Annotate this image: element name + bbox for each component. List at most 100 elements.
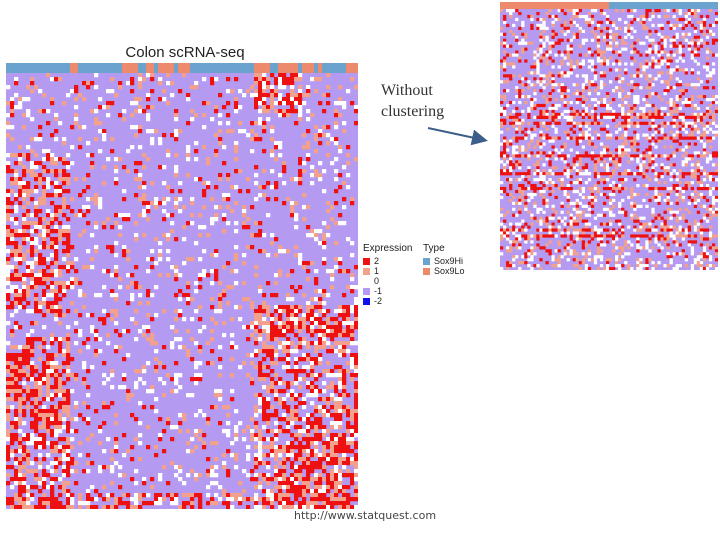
heatmap-cell [298, 501, 303, 506]
heatmap-cell [633, 130, 637, 134]
heatmap-cell [230, 497, 235, 502]
heatmap-cell [657, 136, 661, 140]
heatmap-cell [254, 473, 259, 478]
heatmap-cell [18, 469, 23, 474]
heatmap-cell [354, 341, 358, 346]
heatmap-cell [545, 154, 549, 158]
type-bar-cell [230, 63, 235, 73]
heatmap-cell [294, 469, 299, 474]
heatmap-cell [290, 81, 295, 86]
heatmap-cell [318, 301, 323, 306]
heatmap-cell [654, 172, 658, 176]
heatmap-cell [18, 357, 23, 362]
heatmap-cell [54, 225, 59, 230]
heatmap-cell [198, 305, 203, 310]
heatmap-cell [609, 133, 613, 137]
heatmap-cell [18, 489, 23, 494]
heatmap-cell [242, 361, 247, 366]
heatmap-cell [354, 485, 358, 490]
heatmap-cell [34, 137, 39, 142]
heatmap-cell [134, 321, 139, 326]
heatmap-cell [350, 461, 355, 466]
heatmap-cell [58, 485, 63, 490]
heatmap-cell [94, 225, 99, 230]
heatmap-cell [62, 505, 67, 509]
heatmap-cell [672, 103, 676, 108]
heatmap-cell [178, 89, 183, 94]
heatmap-cell [234, 221, 239, 226]
heatmap-cell [587, 23, 592, 28]
heatmap-cell [274, 361, 279, 366]
heatmap-cell [126, 397, 131, 402]
heatmap-cell [572, 163, 576, 167]
heatmap-cell [575, 97, 579, 102]
heatmap-cell [708, 109, 713, 114]
heatmap-cell [654, 127, 658, 131]
heatmap-cell [74, 277, 79, 282]
heatmap-cell [627, 124, 631, 128]
heatmap-cell [342, 329, 347, 334]
heatmap-cell [326, 369, 331, 374]
heatmap-cell [557, 74, 561, 78]
heatmap-cell [66, 285, 71, 290]
heatmap-cell [218, 121, 223, 126]
heatmap-cell [714, 17, 718, 22]
heatmap-cell [624, 130, 628, 134]
heatmap-cell [14, 245, 19, 250]
heatmap-cell [6, 133, 11, 138]
heatmap-cell [536, 166, 540, 170]
heatmap-cell [18, 293, 23, 298]
heatmap-cell [666, 136, 670, 140]
heatmap-cell [615, 130, 619, 134]
heatmap-cell [242, 497, 247, 502]
heatmap-cell [138, 185, 143, 190]
heatmap-cell [114, 273, 119, 278]
heatmap-cell [298, 309, 303, 314]
heatmap-cell [194, 477, 199, 482]
heatmap-cell [278, 453, 283, 458]
heatmap-cell [210, 501, 215, 506]
heatmap-cell [314, 229, 319, 234]
heatmap-cell [70, 277, 75, 282]
heatmap-cell [290, 285, 295, 290]
heatmap-cell [596, 35, 601, 39]
heatmap-cell [110, 137, 115, 142]
heatmap-cell [238, 121, 243, 126]
heatmap-cell [38, 409, 43, 414]
heatmap-cell [621, 9, 625, 13]
heatmap-cell [194, 149, 199, 154]
heatmap-cell [290, 213, 295, 218]
heatmap-cell [539, 56, 543, 60]
heatmap-cell [566, 121, 570, 125]
heatmap-cell [503, 68, 507, 72]
heatmap-cell [687, 124, 691, 128]
heatmap-cell [38, 497, 43, 502]
heatmap-cell [346, 505, 351, 509]
heatmap-cell [334, 177, 339, 182]
heatmap-cell [206, 501, 211, 506]
heatmap-cell [238, 89, 243, 94]
heatmap-cell [42, 225, 47, 230]
heatmap-cell [509, 53, 513, 57]
heatmap-cell [578, 53, 582, 57]
heatmap-cell [693, 106, 698, 111]
heatmap-cell [672, 118, 676, 122]
heatmap-cell [66, 373, 71, 378]
heatmap-cell [627, 118, 631, 122]
heatmap-cell [711, 71, 716, 75]
heatmap-cell [226, 285, 231, 290]
heatmap-cell [10, 97, 15, 102]
heatmap-cell [602, 83, 607, 87]
heatmap-cell [346, 497, 351, 502]
heatmap-cell [539, 112, 543, 117]
heatmap-cell [290, 325, 295, 330]
heatmap-cell [214, 465, 219, 470]
heatmap-cell [318, 389, 323, 394]
heatmap-cell [636, 121, 640, 125]
heatmap-cell [711, 62, 716, 66]
heatmap-cell [14, 301, 19, 306]
heatmap-cell [150, 73, 155, 78]
heatmap-cell [624, 169, 628, 173]
heatmap-cell [14, 81, 19, 86]
heatmap-cell [238, 365, 243, 370]
